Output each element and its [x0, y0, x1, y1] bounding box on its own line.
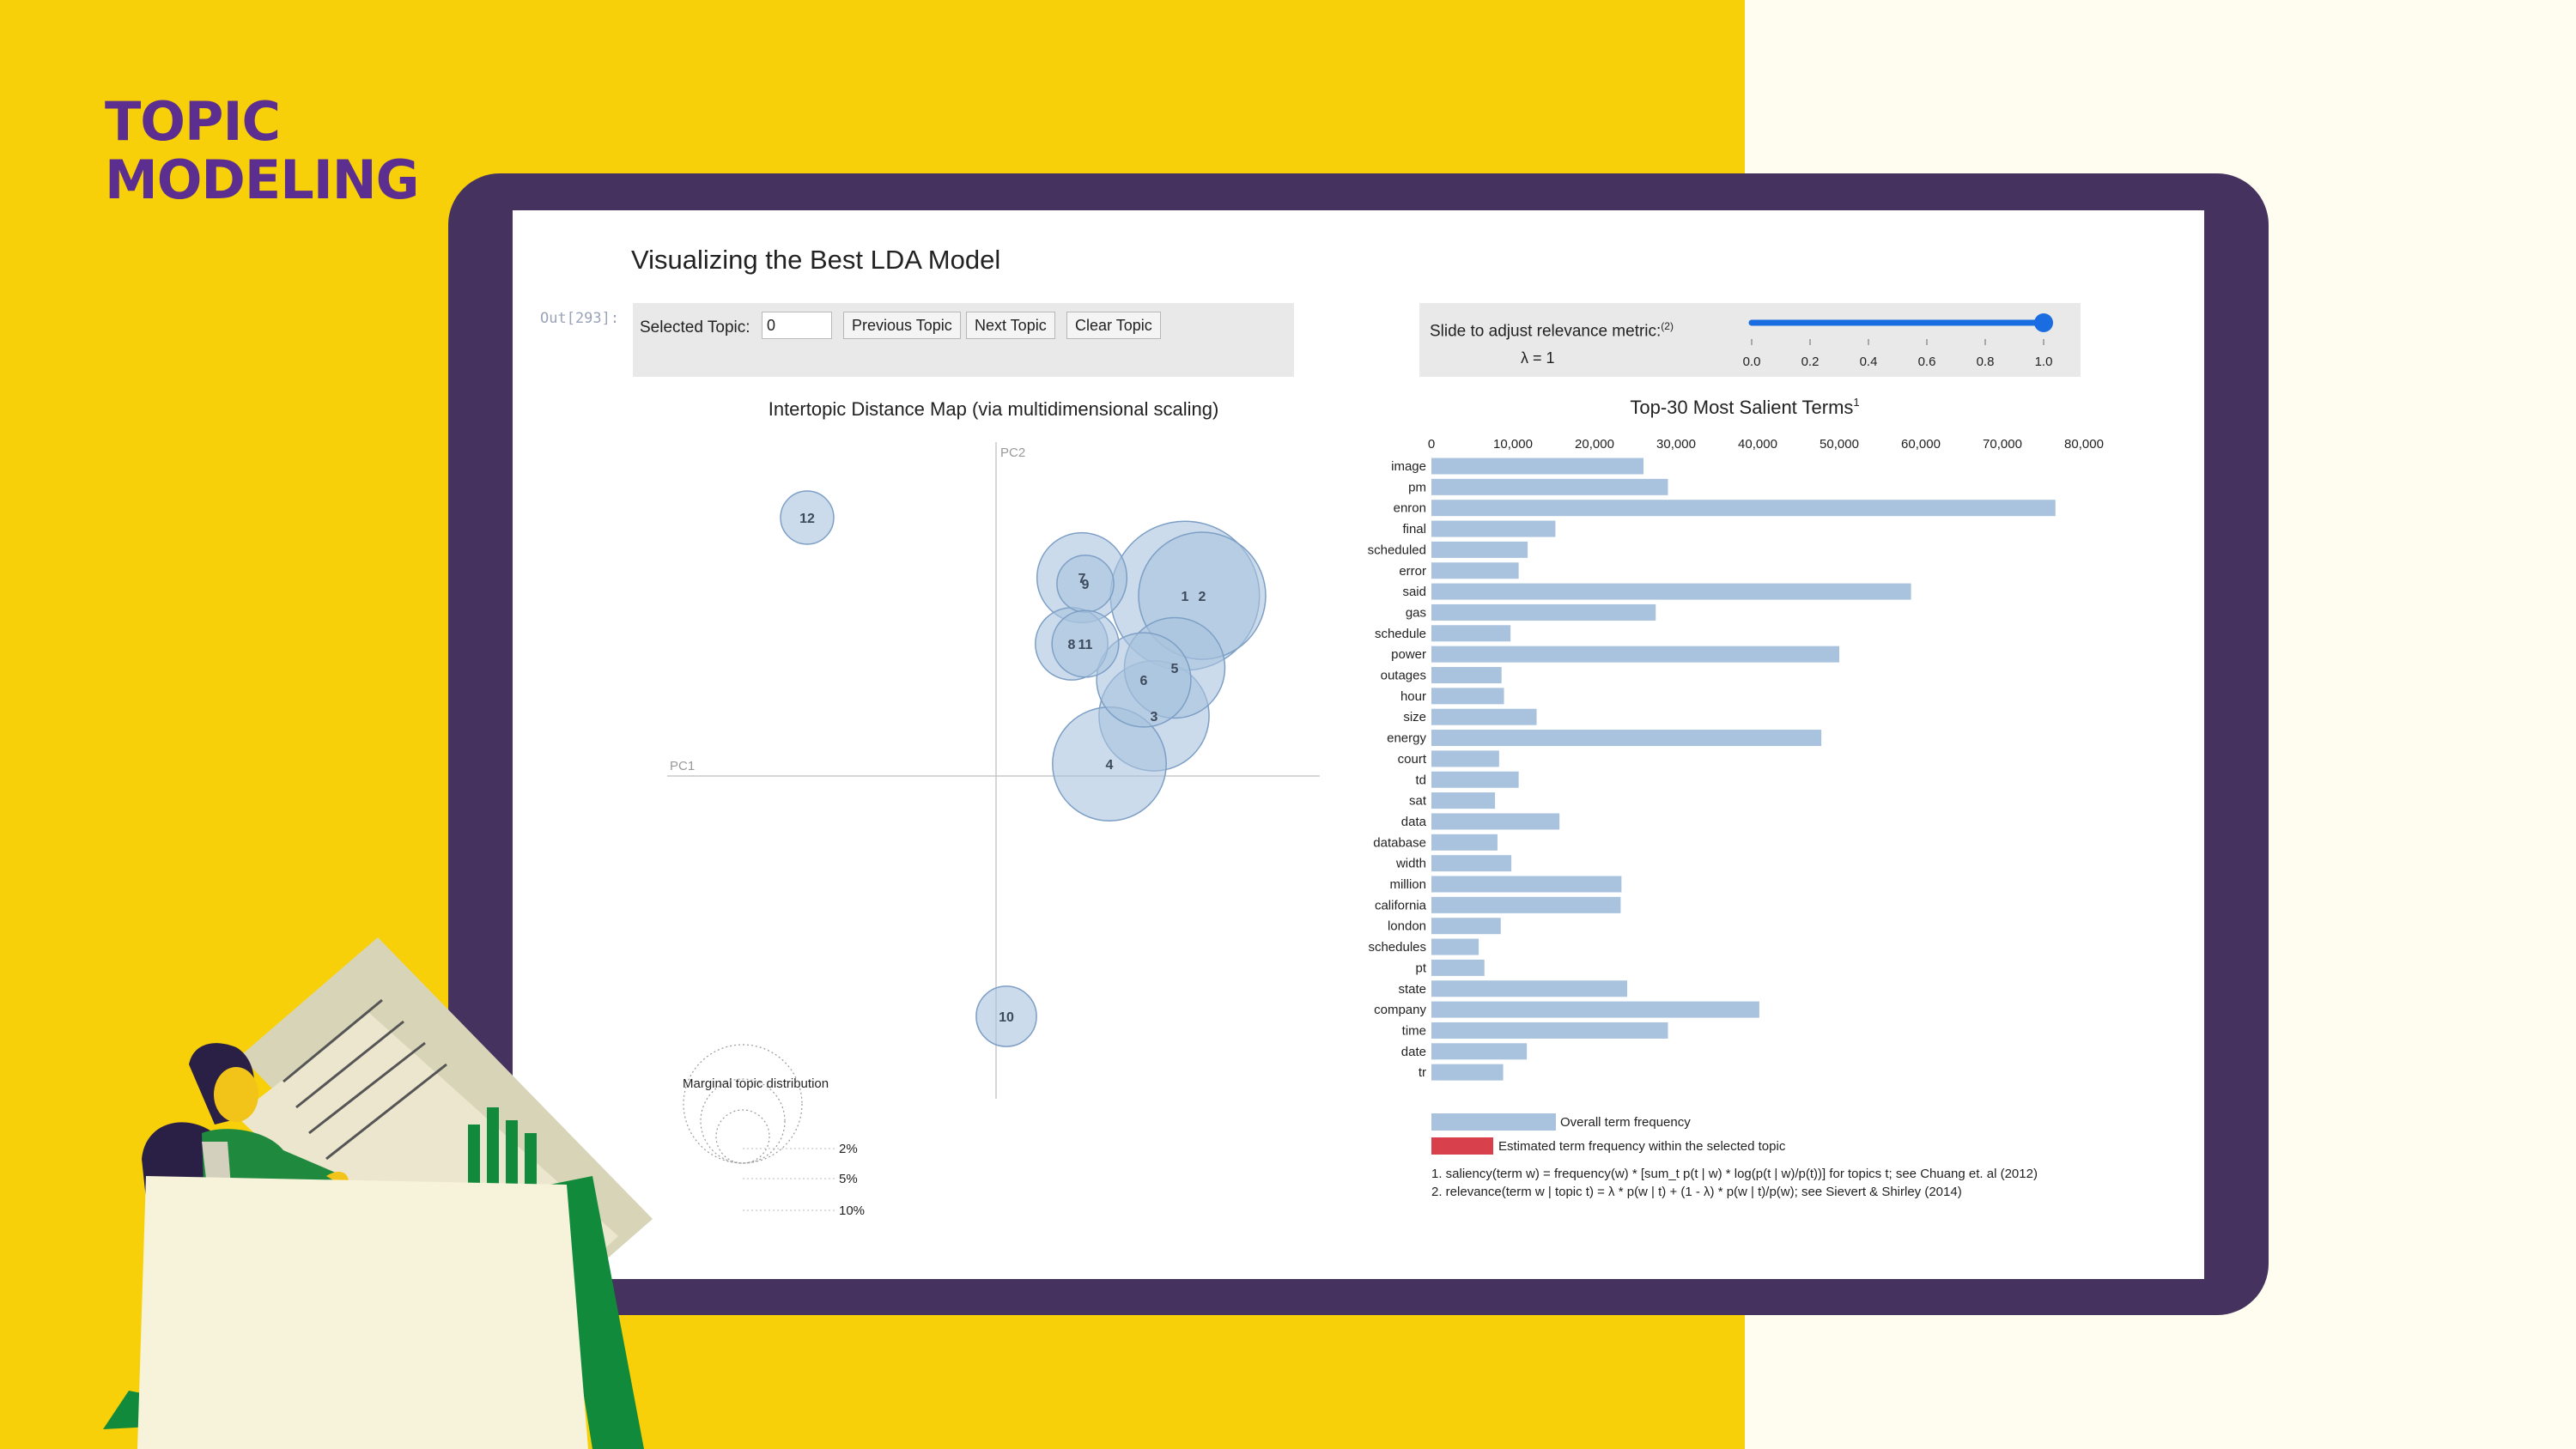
green-bar — [525, 1133, 537, 1185]
paper-front — [137, 1176, 588, 1449]
green-bar — [468, 1125, 480, 1185]
face — [214, 1067, 258, 1122]
green-bar — [506, 1120, 518, 1185]
green-bar — [487, 1107, 499, 1185]
